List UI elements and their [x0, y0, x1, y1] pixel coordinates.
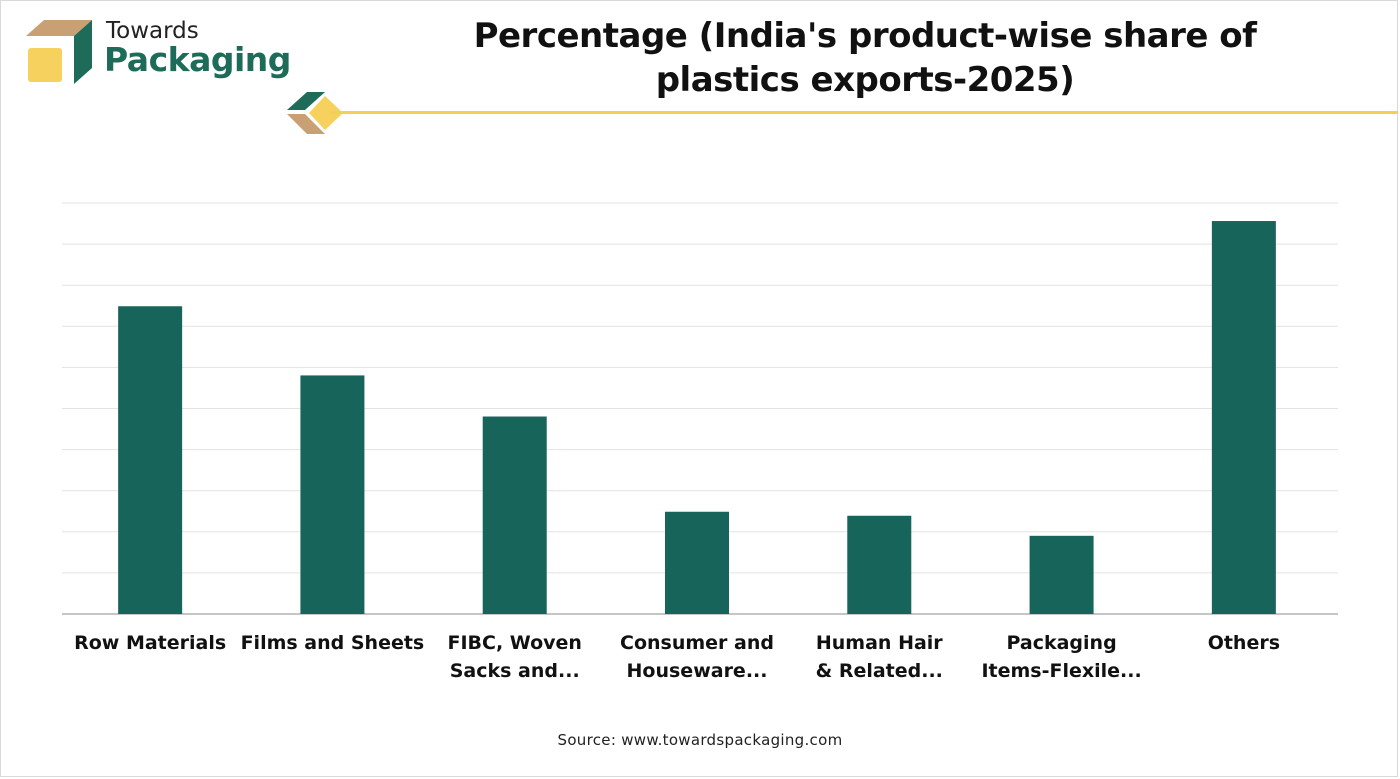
brand-name-top: Towards — [106, 18, 199, 44]
bar-4 — [847, 515, 912, 614]
title-underline — [330, 111, 1398, 114]
chart-title: Percentage (India's product-wise share o… — [473, 16, 1257, 100]
bar-0 — [118, 306, 183, 614]
x-tick-label: Items-Flexile... — [981, 660, 1141, 682]
bar-5 — [1029, 535, 1094, 614]
brand-name-bottom: Packaging — [104, 40, 291, 79]
diamond-accent-icon — [287, 92, 343, 134]
x-tick-label: Human Hair — [816, 632, 943, 654]
x-tick-label: Films and Sheets — [241, 632, 425, 654]
x-tick-label: & Related... — [816, 660, 943, 682]
x-tick-label: FIBC, Woven — [447, 632, 581, 654]
bar-2 — [482, 416, 547, 614]
bar-6 — [1211, 221, 1276, 615]
x-tick-label: Houseware... — [627, 660, 768, 682]
x-tick-label: Sacks and... — [450, 660, 580, 682]
x-tick-label: Row Materials — [74, 632, 226, 654]
box-logo-icon — [26, 20, 92, 84]
source-note: Source: www.towardspackaging.com — [557, 731, 843, 749]
x-tick-label: Packaging — [1006, 632, 1116, 654]
x-tick-label: Consumer and — [620, 632, 774, 654]
bar-1 — [300, 375, 365, 614]
bar-3 — [665, 511, 729, 614]
logo: Towards Packaging — [26, 16, 291, 86]
x-tick-label: Others — [1208, 632, 1280, 654]
